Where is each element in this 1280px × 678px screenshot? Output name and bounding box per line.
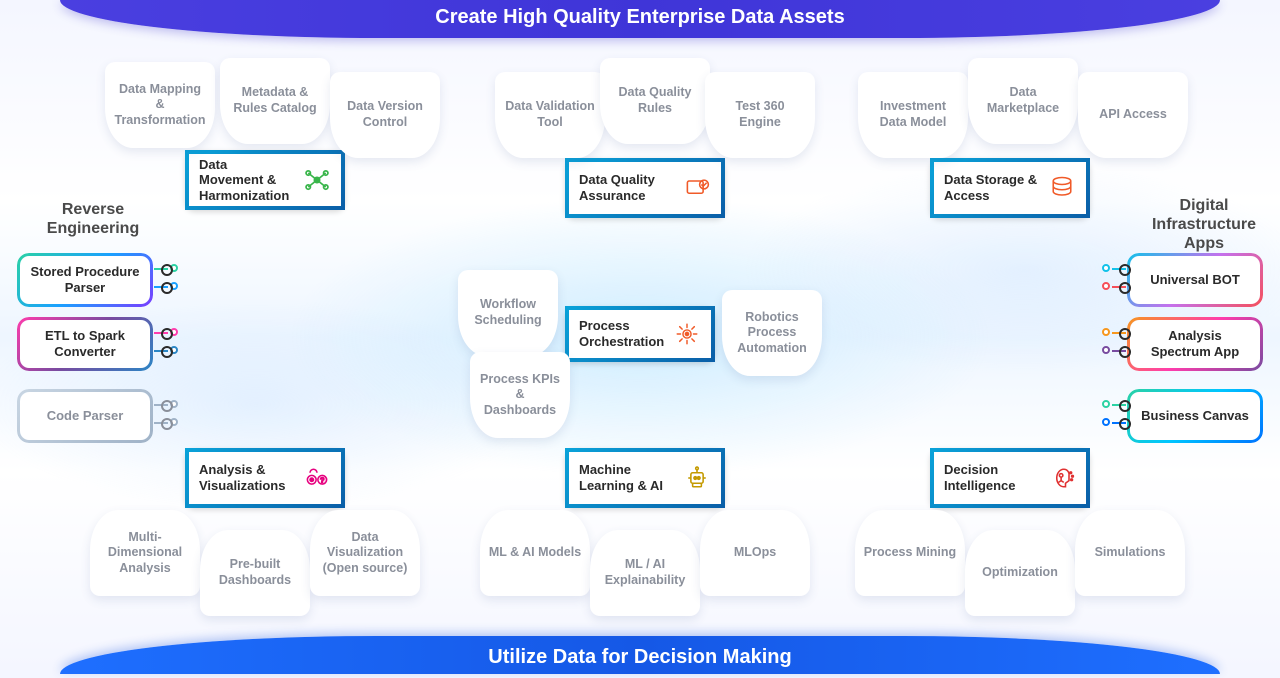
cluster-label: Analysis & Visualizations xyxy=(199,462,295,493)
cluster-process-orch[interactable]: Process Orchestration xyxy=(565,306,715,362)
shield-icon xyxy=(683,174,711,202)
petal-data-movement-2[interactable]: Data Version Control xyxy=(330,72,440,158)
cluster-label: Data Movement & Harmonization xyxy=(199,157,295,204)
cluster-data-quality[interactable]: Data Quality Assurance xyxy=(565,158,725,218)
side-pill-business-canvas[interactable]: Business Canvas xyxy=(1130,392,1260,440)
banner-top: Create High Quality Enterprise Data Asse… xyxy=(60,0,1220,38)
side-pill-etl-to-spark-converter[interactable]: ETL to Spark Converter xyxy=(20,320,150,368)
cluster-label: Data Quality Assurance xyxy=(579,172,675,203)
petal-data-quality-2[interactable]: Test 360 Engine xyxy=(705,72,815,158)
petal-data-movement-1[interactable]: Metadata & Rules Catalog xyxy=(220,58,330,144)
cluster-data-storage[interactable]: Data Storage & Access xyxy=(930,158,1090,218)
side-pill-universal-bot[interactable]: Universal BOT xyxy=(1130,256,1260,304)
petal-process-orch-0[interactable]: Workflow Scheduling xyxy=(458,270,558,356)
cluster-label: Machine Learning & AI xyxy=(579,462,675,493)
cluster-decision[interactable]: Decision Intelligence xyxy=(930,448,1090,508)
banner-bottom: Utilize Data for Decision Making xyxy=(60,636,1220,674)
side-pill-analysis-spectrum-app[interactable]: Analysis Spectrum App xyxy=(1130,320,1260,368)
heading-digital-infra: Digital Infrastructure Apps xyxy=(1134,196,1274,254)
petal-ml-ai-1[interactable]: ML / AI Explainability xyxy=(590,530,700,616)
petal-data-storage-1[interactable]: Data Marketplace xyxy=(968,58,1078,144)
petal-analysis-viz-2[interactable]: Data Visualization (Open source) xyxy=(310,510,420,596)
petal-decision-0[interactable]: Process Mining xyxy=(855,510,965,596)
petal-decision-2[interactable]: Simulations xyxy=(1075,510,1185,596)
petal-data-storage-0[interactable]: Investment Data Model xyxy=(858,72,968,158)
petal-analysis-viz-1[interactable]: Pre-built Dashboards xyxy=(200,530,310,616)
db-icon xyxy=(1048,174,1076,202)
brain-icon xyxy=(1048,464,1076,492)
petal-ml-ai-0[interactable]: ML & AI Models xyxy=(480,510,590,596)
side-pill-stored-procedure-parser[interactable]: Stored Procedure Parser xyxy=(20,256,150,304)
cluster-label: Process Orchestration xyxy=(579,318,665,349)
petal-data-quality-0[interactable]: Data Validation Tool xyxy=(495,72,605,158)
petal-process-orch-2[interactable]: Process KPIs & Dashboards xyxy=(470,352,570,438)
robot-icon xyxy=(683,464,711,492)
petal-data-quality-1[interactable]: Data Quality Rules xyxy=(600,58,710,144)
petal-analysis-viz-0[interactable]: Multi-Dimensional Analysis xyxy=(90,510,200,596)
cluster-data-movement[interactable]: Data Movement & Harmonization xyxy=(185,150,345,210)
petal-data-storage-2[interactable]: API Access xyxy=(1078,72,1188,158)
eye-icon: ? xyxy=(303,464,331,492)
petal-ml-ai-2[interactable]: MLOps xyxy=(700,510,810,596)
cluster-ml-ai[interactable]: Machine Learning & AI xyxy=(565,448,725,508)
petal-data-movement-0[interactable]: Data Mapping & Transformation xyxy=(105,62,215,148)
cluster-analysis-viz[interactable]: Analysis & Visualizations? xyxy=(185,448,345,508)
svg-text:?: ? xyxy=(320,477,324,484)
network-icon xyxy=(303,166,331,194)
side-pill-code-parser[interactable]: Code Parser xyxy=(20,392,150,440)
petal-decision-1[interactable]: Optimization xyxy=(965,530,1075,616)
cluster-label: Decision Intelligence xyxy=(944,462,1040,493)
cluster-label: Data Storage & Access xyxy=(944,172,1040,203)
petal-process-orch-1[interactable]: Robotics Process Automation xyxy=(722,290,822,376)
heading-reverse-engineering: Reverse Engineering xyxy=(38,200,148,238)
gears-icon xyxy=(673,320,701,348)
